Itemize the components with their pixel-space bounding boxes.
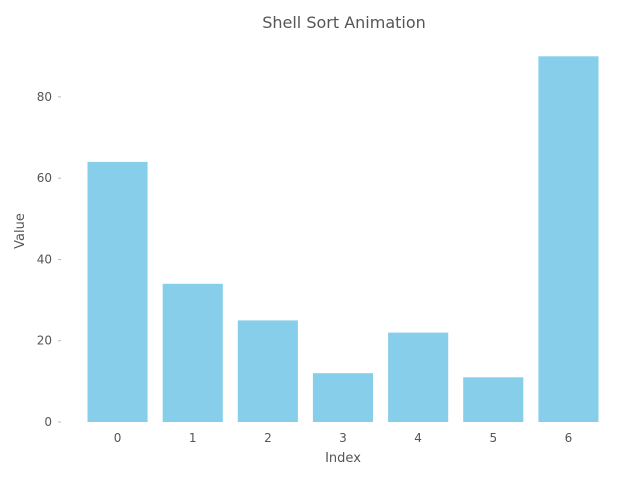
y-tick-label: 20 bbox=[37, 334, 52, 348]
x-tick-label: 5 bbox=[489, 431, 497, 445]
y-tick-label: 0 bbox=[44, 415, 52, 429]
y-axis: 0 20 40 60 80 bbox=[37, 90, 61, 429]
x-tick-label: 4 bbox=[414, 431, 422, 445]
bar-3 bbox=[312, 373, 373, 422]
bar-0 bbox=[87, 161, 148, 422]
x-tick-label: 0 bbox=[114, 431, 122, 445]
y-axis-label: Value bbox=[13, 213, 28, 249]
x-axis: 0 1 2 3 4 5 6 bbox=[114, 431, 572, 445]
x-tick-label: 1 bbox=[189, 431, 197, 445]
bar-6 bbox=[538, 56, 599, 423]
x-axis-label: Index bbox=[325, 451, 361, 466]
y-tick-label: 60 bbox=[37, 171, 52, 185]
bar-1 bbox=[162, 283, 223, 422]
bar-4 bbox=[388, 332, 449, 422]
x-tick-label: 3 bbox=[339, 431, 347, 445]
bars-group bbox=[87, 56, 599, 423]
x-tick-label: 2 bbox=[264, 431, 272, 445]
bar-5 bbox=[463, 377, 524, 422]
bar-2 bbox=[237, 320, 298, 422]
x-tick-label: 6 bbox=[565, 431, 573, 445]
y-tick-label: 80 bbox=[37, 90, 52, 104]
y-tick-label: 40 bbox=[37, 253, 52, 267]
chart-title: Shell Sort Animation bbox=[262, 13, 426, 32]
